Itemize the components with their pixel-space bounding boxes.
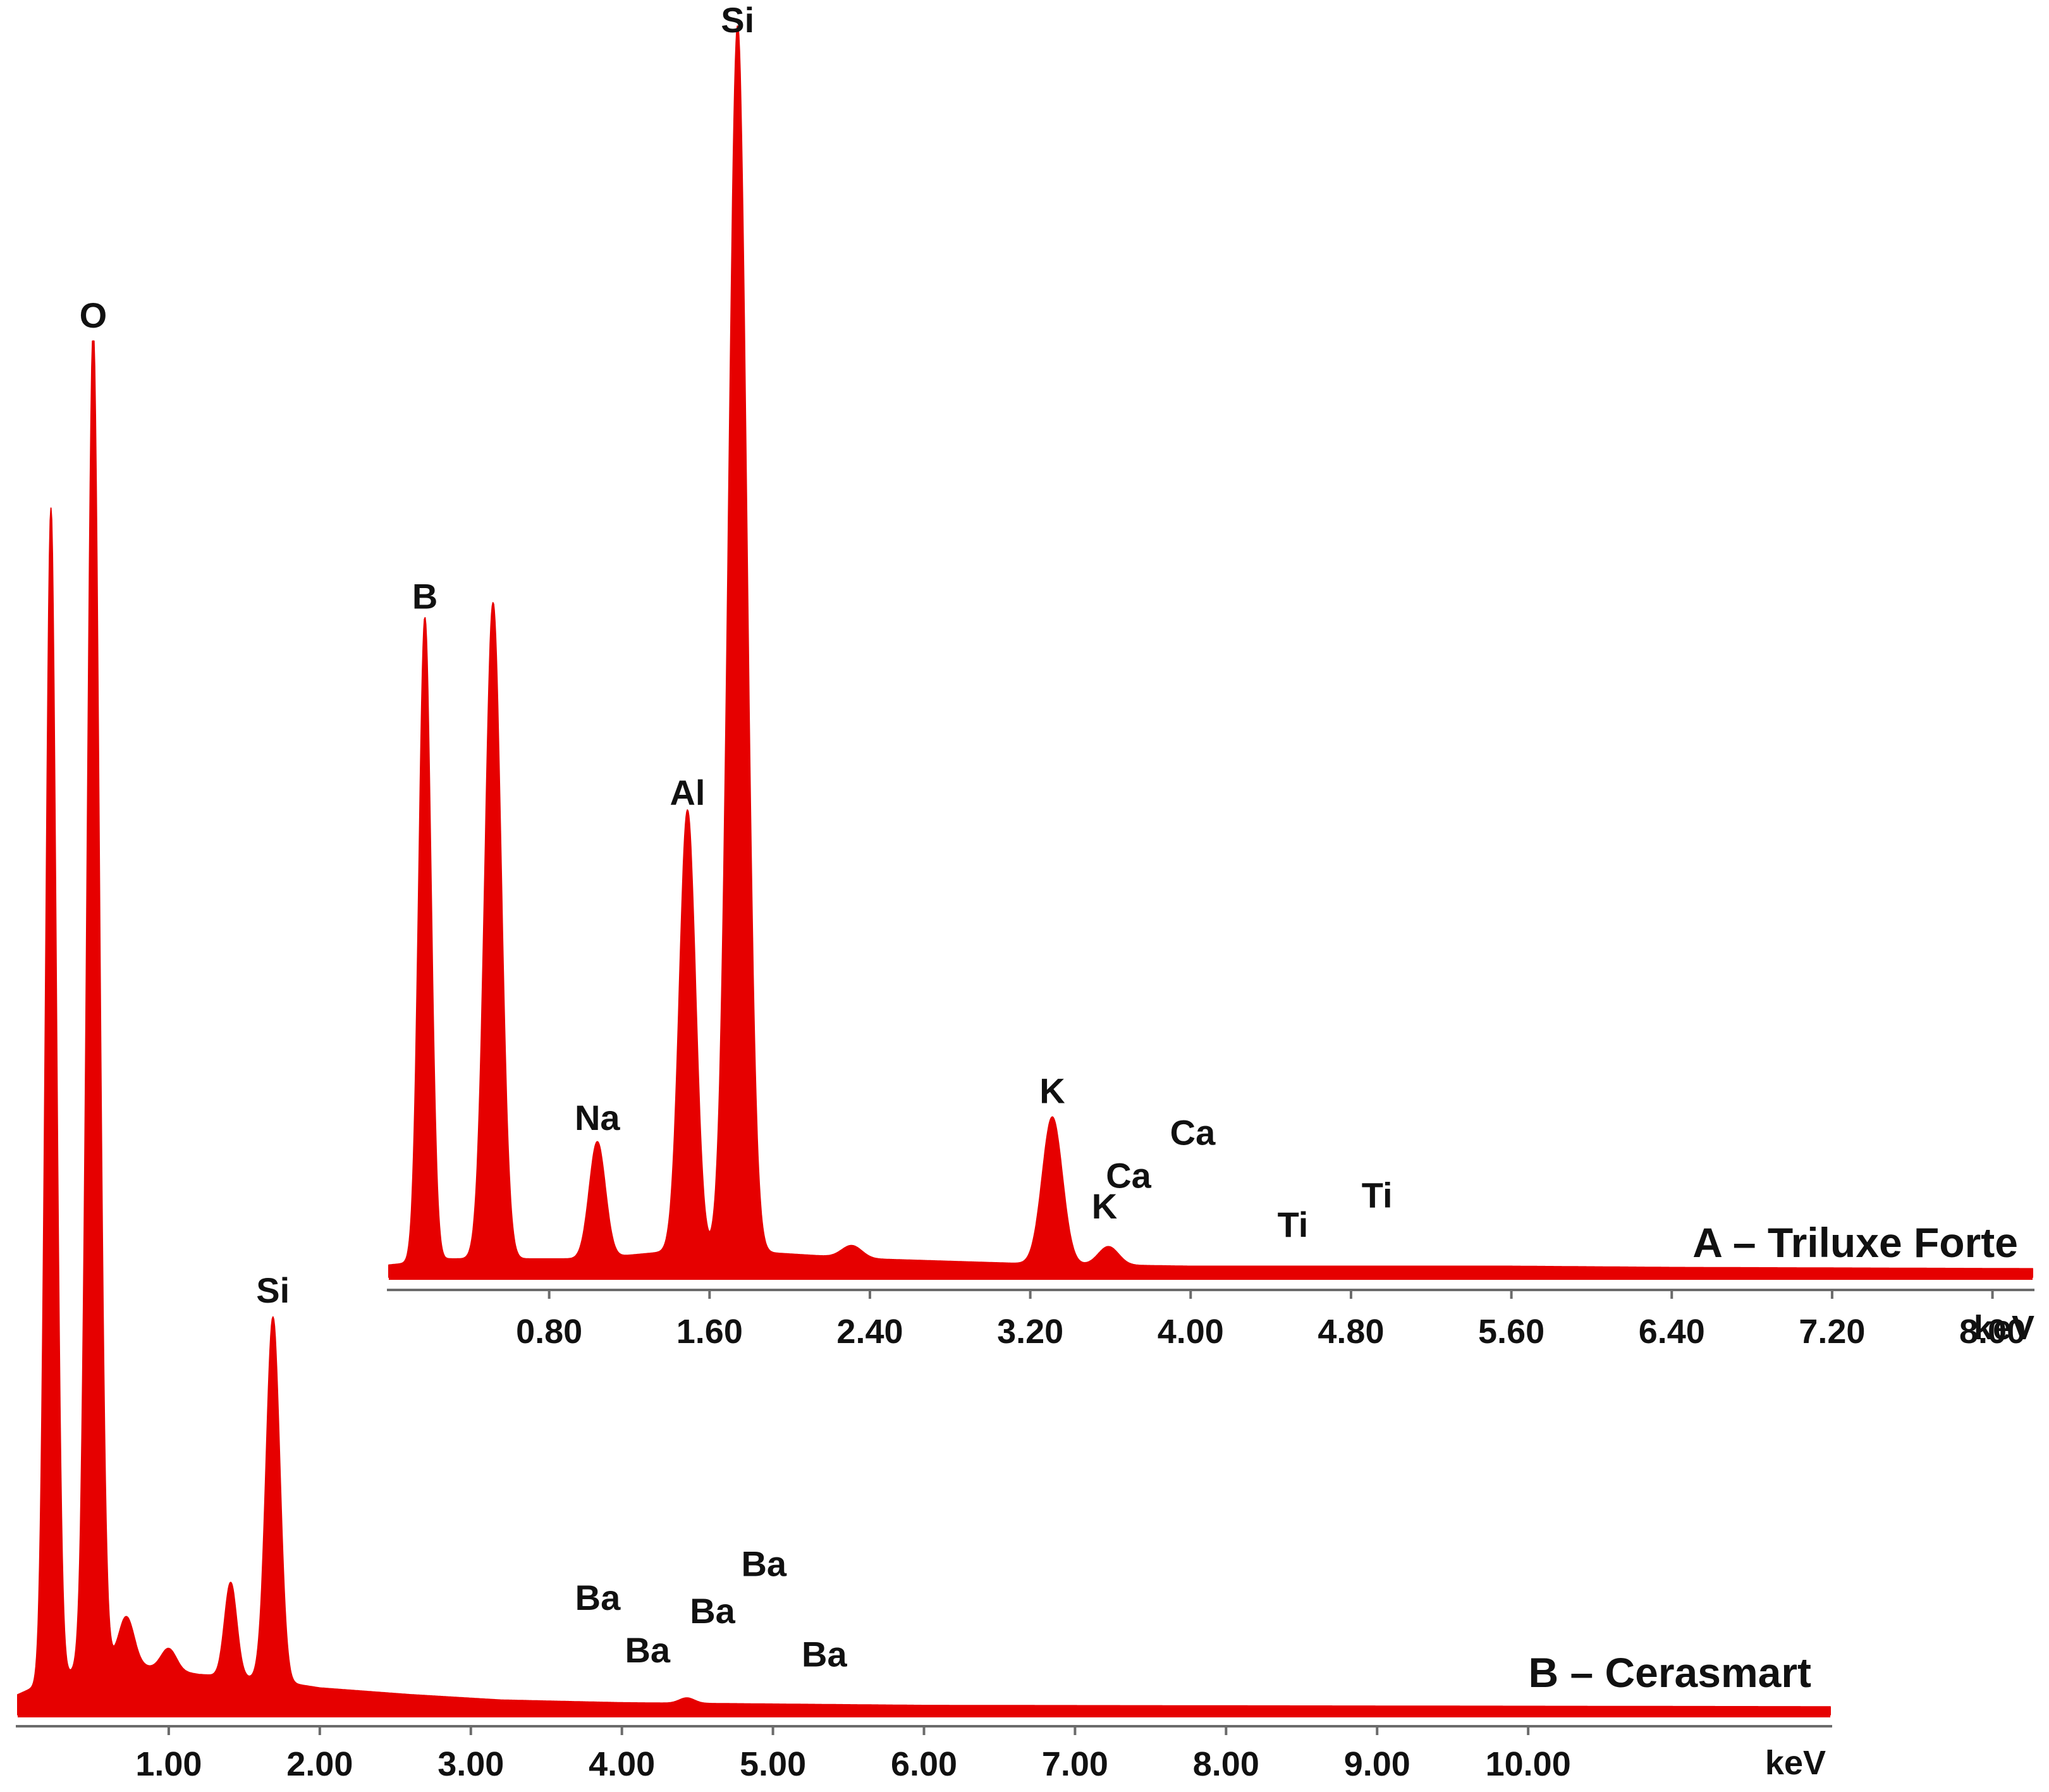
tick-label: 6.40 xyxy=(1639,1313,1705,1351)
tick-label: 8.00 xyxy=(1193,1745,1259,1783)
spectrum-a-tick-labels: 0.80 1.60 2.40 3.20 4.00 4.80 5.60 6.40 7.20 8.00 xyxy=(516,1313,2026,1351)
spectrum-a-x-unit: keV xyxy=(1974,1309,2034,1347)
spectrum-b-area xyxy=(17,340,1831,1715)
spectrum-a-title: A – Triluxe Forte xyxy=(1692,1219,2018,1266)
tick-label: 6.00 xyxy=(891,1745,957,1783)
spectrum-b-tick-labels: 1.00 2.00 3.00 4.00 5.00 6.00 7.00 8.00 9.00 10.0… xyxy=(135,1745,1570,1783)
peak-label: Ca xyxy=(1170,1112,1216,1152)
tick-label: 2.40 xyxy=(836,1313,903,1351)
tick-label: 1.60 xyxy=(676,1313,743,1351)
tick-label: 0.80 xyxy=(516,1313,582,1351)
peak-label: Ba xyxy=(575,1578,621,1617)
peak-label: Al xyxy=(670,773,705,813)
tick-label: 10.00 xyxy=(1486,1745,1571,1783)
tick-label: 5.60 xyxy=(1478,1313,1544,1351)
spectrum-b-ticks xyxy=(167,1726,1530,1735)
spectrum-b-title: B – Cerasmart xyxy=(1528,1649,1811,1696)
peak-label: Si xyxy=(721,0,754,40)
spectrum-b-x-unit: keV xyxy=(1765,1744,1826,1782)
spectrum-a-area xyxy=(388,25,2033,1278)
tick-label: 7.20 xyxy=(1799,1313,1865,1351)
peak-label: K xyxy=(1039,1071,1065,1111)
tick-label: 1.00 xyxy=(135,1745,202,1783)
tick-label: 4.00 xyxy=(589,1745,655,1783)
peak-label: Ba xyxy=(625,1630,670,1670)
tick-label: 7.00 xyxy=(1042,1745,1108,1783)
peak-label: O xyxy=(80,295,107,335)
peak-label: Ti xyxy=(1362,1175,1393,1215)
tick-label: 4.80 xyxy=(1318,1313,1384,1351)
tick-label: 3.00 xyxy=(437,1745,504,1783)
peak-label: Na xyxy=(575,1098,620,1138)
tick-label: 5.00 xyxy=(740,1745,806,1783)
peak-label: Si xyxy=(256,1270,290,1310)
tick-label: 2.00 xyxy=(286,1745,353,1783)
peak-label: Ti xyxy=(1278,1205,1309,1244)
peak-label: K xyxy=(1092,1186,1117,1226)
peak-label: B xyxy=(412,577,437,617)
tick-label: 3.20 xyxy=(997,1313,1063,1351)
peak-label: Ba xyxy=(741,1544,786,1584)
spectrum-b-panel: 1.00 2.00 3.00 4.00 5.00 6.00 7.00 8.00 9.00 10.0… xyxy=(16,295,1832,1783)
tick-label: 9.00 xyxy=(1344,1745,1410,1783)
tick-label: 8.00 xyxy=(1959,1313,2026,1351)
tick-label: 4.00 xyxy=(1158,1313,1224,1351)
spectrum-a-panel: 0.80 1.60 2.40 3.20 4.00 4.80 5.60 6.40 7.20 8.00… xyxy=(387,0,2034,1351)
spectrum-a-ticks xyxy=(547,1290,1994,1299)
peak-label: Ca xyxy=(1106,1155,1151,1195)
peak-label: Ba xyxy=(802,1634,847,1674)
peak-label: Ba xyxy=(690,1591,735,1631)
